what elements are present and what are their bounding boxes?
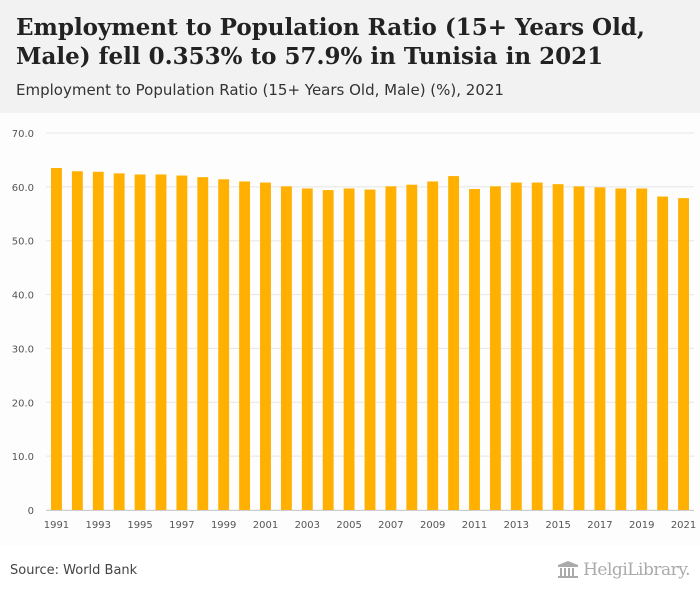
bar [218, 179, 230, 510]
x-tick-label: 1991 [44, 520, 69, 531]
bar [469, 189, 480, 511]
x-tick-label: 2013 [504, 520, 529, 531]
source-note: Source: World Bank [10, 563, 138, 578]
logo-text: HelgiLibrary. [583, 560, 690, 580]
bar [615, 188, 627, 511]
bar [385, 186, 397, 510]
bar [427, 181, 439, 510]
x-tick-label: 2005 [336, 520, 361, 531]
bar [678, 198, 689, 510]
x-tick-label: 2003 [295, 520, 320, 531]
bar [510, 182, 522, 510]
bar [134, 174, 146, 510]
x-tick-label: 2017 [587, 520, 612, 531]
bar [51, 168, 62, 510]
bar [406, 184, 418, 510]
x-tick-label: 1999 [211, 520, 236, 531]
bar [489, 186, 501, 510]
x-tick-label: 1995 [127, 520, 152, 531]
bar [343, 188, 355, 511]
x-tick-label: 2001 [253, 520, 278, 531]
x-tick-label: 2015 [545, 520, 570, 531]
x-tick-label: 1997 [169, 520, 194, 531]
bar [531, 182, 543, 510]
chart-header: Employment to Population Ratio (15+ Year… [0, 0, 700, 113]
bar [657, 196, 669, 510]
bar [113, 173, 125, 510]
y-tick-label: 50.0 [12, 237, 34, 248]
x-tick-label: 2009 [420, 520, 445, 531]
bar [92, 171, 104, 510]
x-tick-label: 2019 [629, 520, 654, 531]
bar [448, 176, 460, 511]
y-tick-label: 60.0 [12, 183, 34, 194]
bar [364, 189, 376, 511]
bar [636, 188, 648, 511]
bar [176, 175, 188, 510]
y-tick-label: 0 [28, 506, 34, 517]
y-tick-label: 10.0 [12, 452, 34, 463]
bar [280, 186, 292, 510]
bar [239, 181, 251, 510]
chart-subtitle: Employment to Population Ratio (15+ Year… [16, 81, 504, 99]
bar [552, 184, 564, 510]
y-tick-label: 70.0 [12, 129, 34, 140]
helgi-library-logo: HelgiLibrary. [557, 560, 690, 580]
x-tick-label: 2007 [378, 520, 403, 531]
y-tick-label: 20.0 [12, 398, 34, 409]
x-tick-label: 2021 [671, 520, 696, 531]
bar [197, 177, 209, 511]
bar [71, 171, 83, 510]
x-tick-label: 1993 [86, 520, 111, 531]
bar-chart: 0 10.0 20.0 30.0 40.0 50.0 60.0 70.0 1991 1993 199… [12, 129, 697, 531]
bar [573, 186, 585, 510]
chart-title: Employment to Population Ratio (15+ Year… [16, 14, 645, 70]
chart-area: 0 10.0 20.0 30.0 40.0 50.0 60.0 70.0 1991 1993 199… [0, 113, 700, 546]
bar [322, 190, 334, 510]
library-building-icon [558, 561, 579, 578]
y-tick-label: 30.0 [12, 344, 34, 355]
bar [260, 182, 271, 510]
x-tick-label: 2011 [462, 520, 487, 531]
bar [594, 187, 606, 510]
bar [301, 188, 313, 511]
y-tick-label: 40.0 [12, 291, 34, 302]
bar [155, 174, 167, 510]
